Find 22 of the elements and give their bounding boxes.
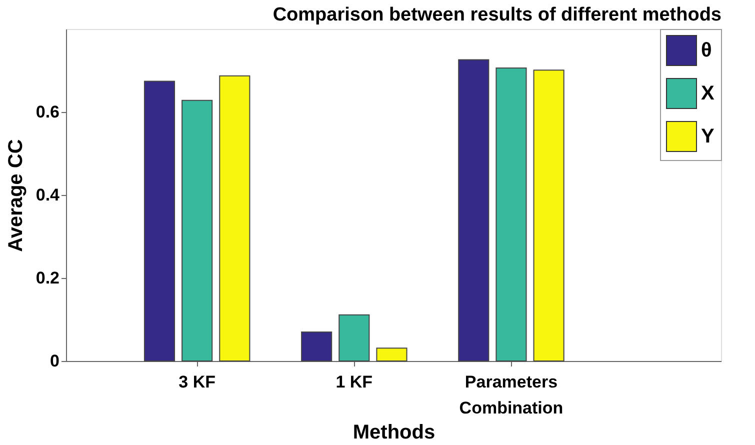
x-tick-label: 3 KF [178, 372, 216, 392]
y-tick-label: 0.4 [36, 186, 60, 204]
y-tick-label: 0.2 [36, 268, 60, 288]
x-tick-label: Parameters Combination [459, 372, 564, 418]
bar [219, 75, 250, 362]
x-tick-label: 1 KF [336, 372, 373, 392]
y-axis-title: Average CC [4, 139, 27, 252]
legend-label: θ [701, 40, 712, 62]
bar [496, 68, 527, 362]
bar [533, 70, 564, 362]
legend-label: X [701, 82, 715, 104]
bar [376, 348, 408, 362]
chart-title: Comparison between results of different methods [272, 4, 722, 26]
x-axis-title: Methods [352, 422, 436, 444]
y-tick-label: 0.6 [36, 102, 60, 122]
bar [338, 314, 370, 362]
bar [144, 80, 176, 362]
bar [301, 331, 332, 362]
y-tick-label: 0 [50, 352, 60, 370]
bar [458, 59, 490, 362]
bar [182, 100, 213, 362]
legend-label: Y [701, 126, 715, 148]
